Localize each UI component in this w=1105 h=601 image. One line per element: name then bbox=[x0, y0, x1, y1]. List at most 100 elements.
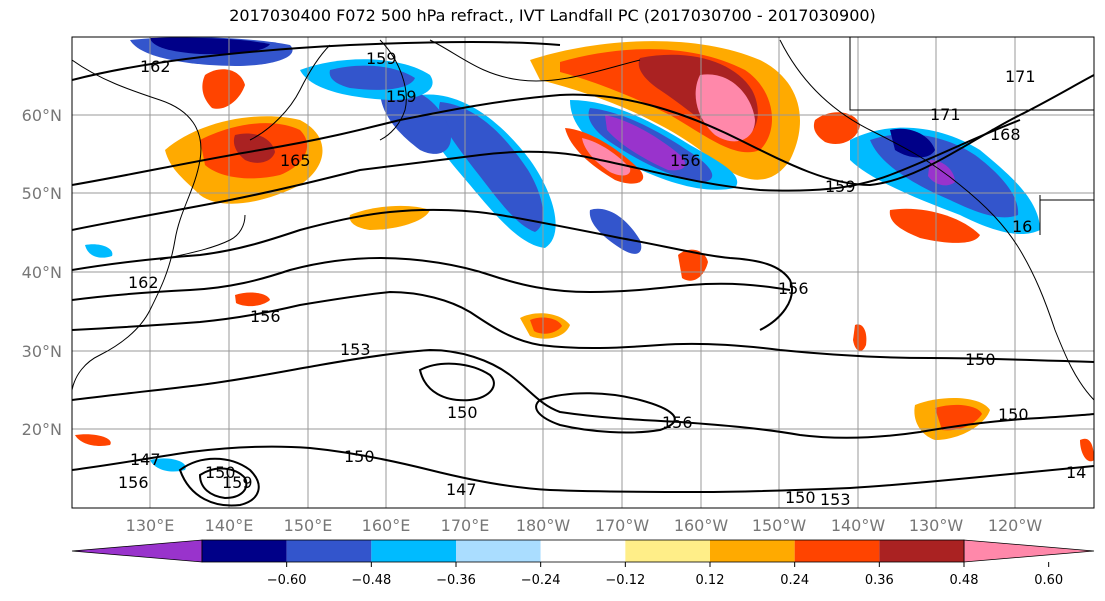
colorbar-tick-label: −0.36 bbox=[436, 573, 476, 588]
shade-blob bbox=[530, 317, 562, 334]
coastline-asia bbox=[72, 59, 202, 391]
contour-line bbox=[72, 208, 793, 331]
colorbar-tick-label: 0.24 bbox=[780, 573, 809, 588]
shade-blob bbox=[85, 244, 113, 258]
colorbar-tick-label: −0.60 bbox=[267, 573, 307, 588]
contour-label: 150 bbox=[998, 405, 1029, 424]
lon-label: 180°W bbox=[516, 516, 571, 535]
shade-blob bbox=[75, 434, 111, 446]
contour-label: 159 bbox=[386, 87, 417, 106]
map-frame bbox=[71, 36, 1095, 509]
contour-label: 150 bbox=[447, 403, 478, 422]
contour-label: 150 bbox=[344, 447, 375, 466]
shade-blob bbox=[605, 115, 686, 171]
contour-label: 165 bbox=[280, 151, 311, 170]
lon-label: 170°W bbox=[595, 516, 650, 535]
shade-blob bbox=[150, 458, 186, 472]
colorbar-extend-high bbox=[963, 539, 1095, 563]
contour-labels: 162 159 159 165 156 159 171 171 168 16 1… bbox=[118, 49, 1086, 509]
contour-label: 147 bbox=[130, 450, 161, 469]
lon-label: 140°W bbox=[831, 516, 886, 535]
contours bbox=[72, 40, 1094, 507]
contour-label: 14 bbox=[1066, 463, 1086, 482]
colorbar-tick-label: −0.24 bbox=[521, 573, 561, 588]
contour-label: 168 bbox=[990, 125, 1021, 144]
shade-blob bbox=[582, 138, 631, 176]
shade-blob bbox=[1080, 438, 1094, 462]
lon-label: 160°W bbox=[674, 516, 729, 535]
lon-label: 170°E bbox=[441, 516, 490, 535]
lon-label: 120°W bbox=[988, 516, 1043, 535]
lat-label: 20°N bbox=[22, 420, 62, 439]
shade-blob bbox=[853, 324, 867, 352]
contour-line bbox=[72, 348, 1094, 439]
colorbar-tick-label: 0.36 bbox=[865, 573, 894, 588]
shade-blob bbox=[233, 133, 275, 163]
map-content: 162 159 159 165 156 159 171 171 168 16 1… bbox=[72, 37, 1094, 509]
contour-line bbox=[72, 74, 1094, 187]
contour-label: 156 bbox=[250, 307, 281, 326]
lon-label: 160°E bbox=[362, 516, 411, 535]
colorbar-segment bbox=[371, 540, 456, 562]
contour-label: 153 bbox=[820, 490, 851, 509]
contour-line bbox=[72, 40, 561, 81]
shade-blob bbox=[202, 69, 245, 109]
map-title: 2017030400 F072 500 hPa refract., IVT La… bbox=[229, 6, 876, 25]
colorbar-segment bbox=[879, 540, 964, 562]
colorbar-segment bbox=[625, 540, 710, 562]
coastline-kamchatka bbox=[249, 44, 331, 141]
contour-label: 156 bbox=[662, 413, 693, 432]
shade-blob bbox=[329, 65, 415, 90]
colorbar: −0.60 −0.48 −0.36 −0.24 −0.12 0.12 0.24 0.36 0.4… bbox=[71, 539, 1095, 588]
colorbar-tick-label: 0.60 bbox=[1034, 573, 1063, 588]
coastline-north-america bbox=[779, 39, 1094, 401]
contour-line bbox=[178, 457, 260, 507]
lon-label: 140°E bbox=[205, 516, 254, 535]
contour-label: 153 bbox=[340, 340, 371, 359]
shade-blob bbox=[235, 292, 270, 307]
graticule bbox=[72, 37, 1094, 508]
contour-label: 156 bbox=[118, 473, 149, 492]
colorbar-segment bbox=[540, 540, 626, 562]
colorbar-segment bbox=[456, 540, 541, 562]
border-line bbox=[849, 37, 1094, 235]
coastline-japan bbox=[159, 214, 246, 261]
lat-label: 40°N bbox=[22, 263, 62, 282]
shading-layer bbox=[75, 37, 1094, 472]
coastlines bbox=[72, 37, 1094, 401]
shade-blob bbox=[813, 112, 860, 145]
lat-label: 60°N bbox=[22, 106, 62, 125]
lon-label: 150°W bbox=[752, 516, 807, 535]
contour-label: 159 bbox=[222, 473, 253, 492]
lon-label: 150°E bbox=[284, 516, 333, 535]
colorbar-tick-label: 0.48 bbox=[950, 573, 979, 588]
shade-blob bbox=[695, 74, 755, 142]
colorbar-extend-low bbox=[71, 539, 203, 563]
contour-label: 147 bbox=[446, 480, 477, 499]
contour-line bbox=[72, 119, 1021, 231]
coastline-alaska bbox=[379, 39, 641, 141]
contour-line bbox=[198, 467, 248, 500]
lon-axis: 130°E 140°E 150°E 160°E 170°E 180°W 170°… bbox=[126, 516, 1043, 535]
shade-blob bbox=[889, 208, 980, 243]
contour-line bbox=[72, 445, 1094, 494]
shade-blob bbox=[380, 87, 451, 154]
colorbar-segment bbox=[202, 540, 287, 562]
contour-label: 171 bbox=[930, 105, 961, 124]
contour-label: 159 bbox=[825, 177, 856, 196]
contour-label: 150 bbox=[785, 488, 816, 507]
contour-label: 156 bbox=[670, 151, 701, 170]
colorbar-tick-label: −0.12 bbox=[605, 573, 645, 588]
contour-label: 159 bbox=[366, 49, 397, 68]
lon-label: 130°E bbox=[126, 516, 175, 535]
shade-blob bbox=[150, 37, 270, 55]
shade-blob bbox=[349, 205, 430, 230]
lat-axis: 60°N 50°N 40°N 30°N 20°N bbox=[22, 106, 62, 439]
shade-blob bbox=[589, 208, 642, 254]
colorbar-tick-label: 0.12 bbox=[696, 573, 725, 588]
colorbar-tick-label: −0.48 bbox=[351, 573, 391, 588]
contour-line bbox=[418, 362, 495, 402]
colorbar-segment bbox=[710, 540, 795, 562]
contour-label: 150 bbox=[965, 350, 996, 369]
